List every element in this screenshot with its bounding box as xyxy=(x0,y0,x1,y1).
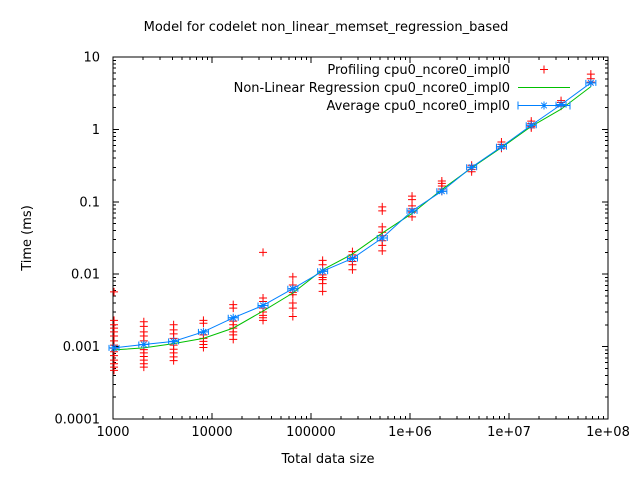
legend-label-profiling: Profiling cpu0_ncore0_impl0 xyxy=(327,63,510,78)
series-profiling xyxy=(110,70,595,375)
x-tick-label: 1000 xyxy=(96,425,129,440)
chart-title: Model for codelet non_linear_memset_regr… xyxy=(144,20,509,35)
y-axis-label: Time (ms) xyxy=(20,205,35,272)
y-tick-label: 1 xyxy=(92,123,100,138)
y-tick-label: 0.0001 xyxy=(55,413,101,428)
x-axis-label: Total data size xyxy=(280,452,374,467)
legend-label-regression: Non-Linear Regression cpu0_ncore0_impl0 xyxy=(234,81,510,96)
series-regression xyxy=(113,86,592,351)
legend-label-average: Average cpu0_ncore0_impl0 xyxy=(326,99,510,114)
legend-samples xyxy=(517,65,571,110)
x-tick-label: 1e+06 xyxy=(388,425,432,440)
y-tick-label: 10 xyxy=(83,51,100,66)
x-tick-label: 1e+08 xyxy=(586,425,630,440)
legend: Profiling cpu0_ncore0_impl0 Non-Linear R… xyxy=(234,63,510,114)
legend-sample-profiling xyxy=(540,65,548,74)
x-tick-label: 100000 xyxy=(286,425,336,440)
x-tick-label: 10000 xyxy=(191,425,232,440)
plot-border-and-ticks xyxy=(112,56,609,420)
y-tick-label: 0.1 xyxy=(79,195,100,210)
plot-geometry xyxy=(108,56,609,420)
y-tick-label: 0.01 xyxy=(71,268,100,283)
y-tick-label: 0.001 xyxy=(63,340,100,355)
x-tick-label: 1e+07 xyxy=(487,425,531,440)
series-average xyxy=(108,78,597,352)
legend-sample-average xyxy=(517,101,571,110)
